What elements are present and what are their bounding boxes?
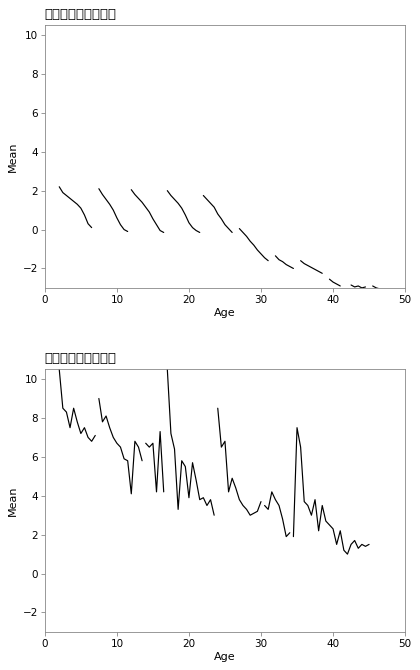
Text: 破綻企業の支払金利: 破綻企業の支払金利	[45, 352, 117, 365]
Y-axis label: Mean: Mean	[8, 141, 18, 172]
Y-axis label: Mean: Mean	[8, 485, 18, 516]
Text: 存続企業の支払金利: 存続企業の支払金利	[45, 8, 117, 21]
X-axis label: Age: Age	[214, 308, 236, 318]
X-axis label: Age: Age	[214, 652, 236, 662]
